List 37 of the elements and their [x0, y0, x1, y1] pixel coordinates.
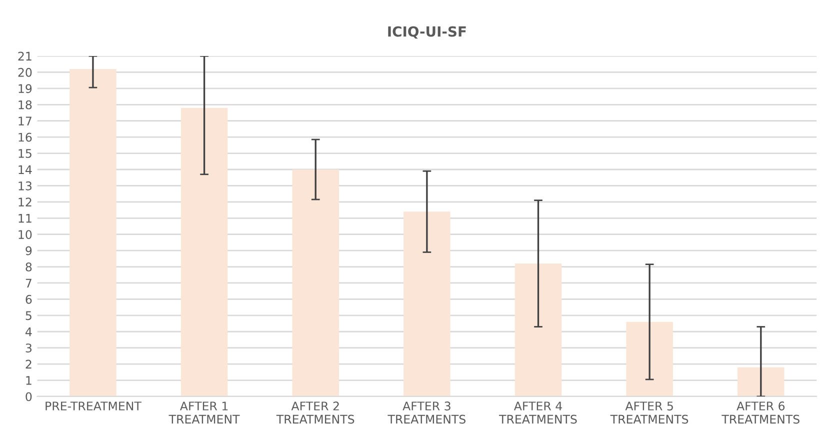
y-tick-label: 17 — [18, 116, 32, 126]
bar — [738, 367, 784, 396]
chart-title: ICIQ-UI-SF — [388, 26, 466, 39]
y-tick-label: 2 — [26, 360, 32, 369]
x-tick-label: AFTER 1 TREATMENT — [168, 402, 240, 424]
bar — [292, 169, 339, 396]
y-tick-label: 9 — [26, 246, 32, 256]
y-tick-label: 3 — [26, 344, 32, 352]
x-tick-label: AFTER 6 TREATMENTS — [722, 402, 800, 424]
x-tick-label: AFTER 4 TREATMENTS — [499, 402, 577, 424]
y-tick-label: 20 — [18, 68, 32, 77]
y-tick-label: 15 — [18, 149, 32, 158]
bar — [404, 212, 450, 396]
y-tick-label: 7 — [26, 278, 32, 288]
y-tick-label: 8 — [26, 262, 32, 272]
y-tick-label: 5 — [26, 311, 32, 320]
y-tick-label: 21 — [18, 52, 32, 60]
bar — [626, 322, 673, 396]
y-tick-label: 16 — [18, 132, 32, 142]
y-tick-label: 14 — [18, 165, 32, 174]
y-tick-label: 4 — [26, 328, 32, 336]
bar — [514, 264, 562, 396]
y-tick-label: 1 — [26, 376, 32, 385]
x-tick-label: AFTER 5 TREATMENTS — [610, 402, 688, 424]
x-tick-label: PRE-TREATMENT — [46, 402, 142, 410]
y-tick-label: 19 — [18, 84, 32, 94]
y-tick-label: 12 — [18, 198, 32, 206]
y-tick-label: 18 — [18, 100, 32, 110]
y-tick-label: 13 — [18, 181, 32, 190]
x-tick-label: AFTER 3 TREATMENTS — [388, 402, 466, 424]
bar — [180, 108, 228, 396]
y-tick-label: 10 — [18, 230, 32, 239]
y-tick-label: 6 — [26, 294, 32, 304]
y-tick-label: 11 — [18, 214, 32, 223]
y-tick-label: 0 — [26, 392, 32, 402]
bar — [70, 68, 116, 396]
x-tick-label: AFTER 2 TREATMENTS — [276, 402, 354, 424]
